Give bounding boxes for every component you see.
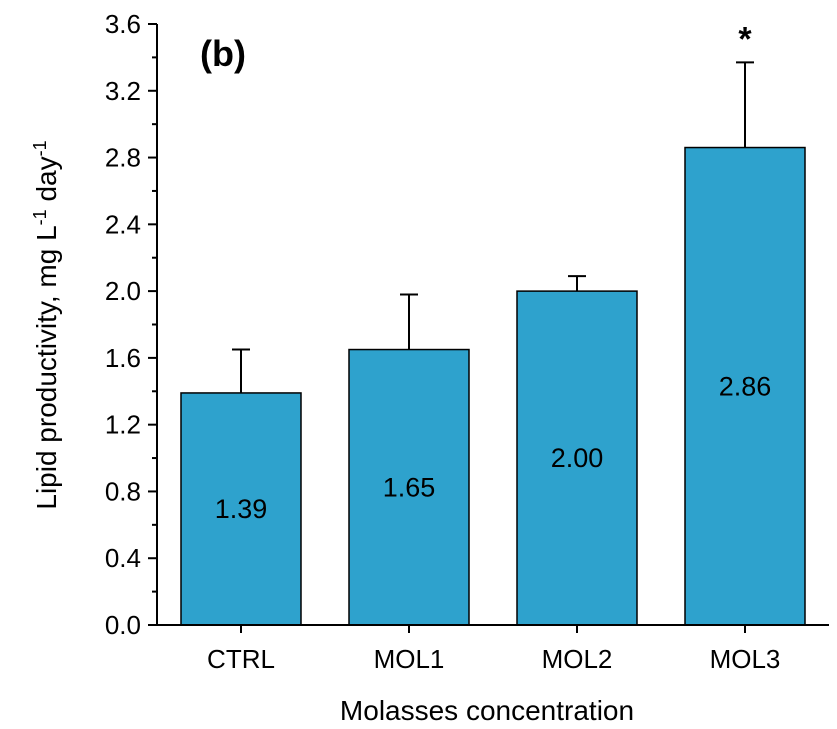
x-tick-label-mol3: MOL3 bbox=[710, 644, 781, 674]
y-tick-label-3: 1.2 bbox=[105, 410, 141, 440]
significance-mark-mol3: * bbox=[738, 20, 752, 58]
panel-label: (b) bbox=[200, 33, 246, 74]
y-axis-title-main: Lipid productivity, mg L bbox=[31, 225, 62, 509]
data-label-mol2: 2.00 bbox=[551, 443, 604, 473]
y-tick-label-6: 2.4 bbox=[105, 209, 141, 239]
x-tick-label-ctrl: CTRL bbox=[207, 644, 275, 674]
bar-ctrl bbox=[180, 392, 302, 626]
plot-area: 1.39 CTRL 1.65 MOL1 2.00 MOL2 2.86 MOL3 * 0.0 0.4 0… bbox=[105, 9, 829, 674]
y-tick-label-5: 2.0 bbox=[105, 276, 141, 306]
y-tick-label-1: 0.4 bbox=[105, 543, 141, 573]
y-axis-title: Lipid productivity, mg L-1 day-1 bbox=[30, 140, 62, 509]
y-axis-title-day: day bbox=[31, 156, 62, 209]
data-label-mol1: 1.65 bbox=[383, 472, 436, 502]
x-tick-label-mol2: MOL2 bbox=[542, 644, 613, 674]
y-tick-label-7: 2.8 bbox=[105, 143, 141, 173]
y-tick-label-9: 3.6 bbox=[105, 9, 141, 39]
data-label-mol3: 2.86 bbox=[719, 371, 772, 401]
x-axis-title: Molasses concentration bbox=[340, 695, 634, 726]
y-axis-title-sup-2: -1 bbox=[30, 140, 50, 156]
data-label-ctrl: 1.39 bbox=[215, 494, 268, 524]
bar-mol2 bbox=[516, 290, 638, 626]
y-tick-label-8: 3.2 bbox=[105, 76, 141, 106]
y-tick-label-4: 1.6 bbox=[105, 343, 141, 373]
y-tick-label-0: 0.0 bbox=[105, 610, 141, 640]
x-tick-label-mol1: MOL1 bbox=[374, 644, 445, 674]
y-tick-label-2: 0.8 bbox=[105, 476, 141, 506]
y-axis-title-sup-1: -1 bbox=[30, 209, 50, 225]
